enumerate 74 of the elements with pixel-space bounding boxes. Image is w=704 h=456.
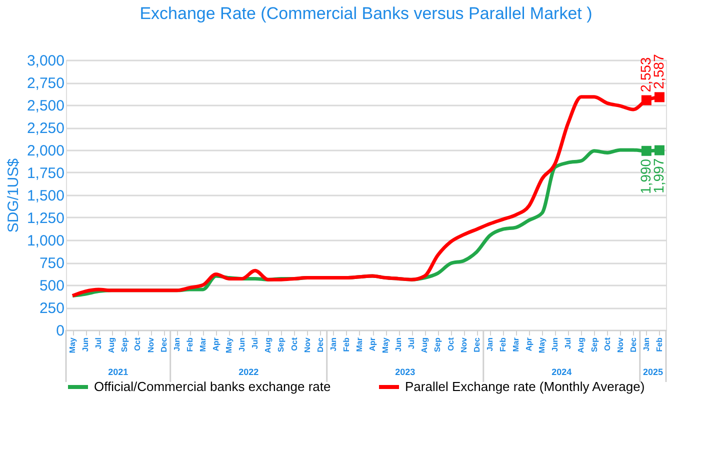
text: 2024 [552, 367, 572, 377]
text: 2023 [395, 367, 416, 377]
x-tick-label: Nov [616, 336, 625, 353]
y-tick-label: 0 [56, 322, 64, 340]
x-tick-label: Sep [276, 337, 286, 352]
x-tick-label: Jan [485, 337, 494, 352]
x-tick-label: Jul [564, 338, 573, 350]
y-tick-label: 750 [39, 255, 64, 272]
y-axis-title: SDG/1US$ [4, 158, 22, 233]
x-tick-label: Jun [394, 337, 404, 352]
y-tick-label: 1,250 [26, 210, 64, 227]
x-tick-label: May [224, 336, 234, 354]
x-tick-label: Apr [524, 338, 534, 352]
x-tick-label: May [538, 336, 547, 354]
x-tick-label: Jan [642, 337, 651, 352]
x-tick-label: Apr [212, 338, 220, 352]
x-tick-label: Feb [342, 337, 351, 352]
text: 2022 [238, 367, 259, 377]
x-tick-label: Dec [472, 336, 482, 352]
x-tick-label: Nov [302, 336, 312, 353]
x-tick-label: Aug [420, 337, 430, 354]
point [654, 92, 664, 102]
y-tick-label: 1,000 [26, 232, 64, 250]
point [641, 95, 652, 106]
y-tick-label: 1,500 [26, 188, 64, 204]
x-tick-label: Jul [94, 338, 104, 350]
y-tick-label: 2,250 [26, 120, 64, 137]
x-tick-label: Jun [550, 337, 560, 352]
x-tick-label: May [68, 336, 78, 354]
text: 2025 [642, 367, 663, 377]
x-tick-label: Mar [354, 338, 364, 352]
y-tick-label: 2,750 [26, 75, 64, 92]
x-tick-label: Oct [133, 337, 142, 351]
x-tick-label: Nov [146, 336, 156, 353]
y-tick-label: 1,750 [26, 165, 64, 182]
y-tick-label: 500 [39, 278, 64, 294]
x-tick-label: Oct [446, 337, 456, 351]
x-tick-label: Feb [498, 337, 508, 352]
x-tick-label: Mar [198, 338, 208, 352]
x-tick-label: Aug [264, 337, 273, 354]
x-tick-label: Mar [512, 338, 520, 352]
x-tick-label: Aug [576, 337, 586, 354]
x-tick-label: Nov [459, 336, 468, 353]
x-tick-label: Jul [407, 338, 416, 350]
x-tick-label: Sep [590, 337, 599, 352]
x-tick-label: Jan [328, 337, 338, 352]
y-tick-label: 3,000 [26, 52, 64, 70]
x-tick-label: May [381, 336, 390, 354]
x-tick-label: Oct [602, 337, 612, 351]
x-tick-label: Jun [81, 337, 90, 352]
x-tick-label: Sep [433, 337, 442, 352]
y-tick-label: 250 [39, 300, 64, 317]
text: 2021 [108, 367, 128, 377]
data-label: 1,990 [637, 158, 654, 194]
legend-label: Official/Commercial banks exchange rate [94, 379, 331, 394]
x-tick-label: Feb [185, 337, 194, 352]
x-tick-label: Dec [316, 336, 325, 352]
x-tick-label: Oct [290, 337, 299, 351]
x-tick-label: Sep [120, 337, 130, 352]
point [641, 146, 652, 156]
x-tick-label: Jun [238, 337, 247, 352]
legend-label: Parallel Exchange rate (Monthly Average) [405, 379, 645, 394]
y-tick-label: 2,500 [26, 98, 64, 114]
x-tick-label: Jul [250, 338, 260, 350]
x-tick-label: Jan [172, 337, 182, 352]
x-tick-label: Aug [107, 337, 116, 354]
data-label: 2,553 [637, 56, 654, 92]
x-tick-label: Dec [628, 336, 638, 352]
x-tick-label: Apr [368, 338, 378, 352]
y-tick-label: 2,000 [26, 142, 64, 160]
chart-title: Exchange Rate (Commercial Banks versus Parallel Market ) [140, 4, 592, 23]
point [654, 145, 664, 156]
x-tick-label: Dec [159, 336, 168, 352]
x-tick-label: Feb [654, 337, 664, 352]
